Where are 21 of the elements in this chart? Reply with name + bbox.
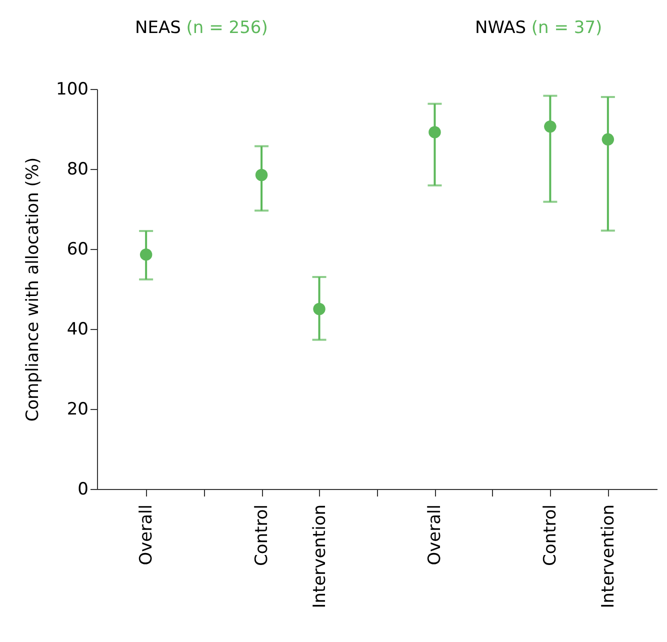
y-tick-label: 100 <box>56 80 88 100</box>
point <box>544 120 556 133</box>
point <box>313 302 326 316</box>
y-tick-label: 40 <box>66 320 88 340</box>
x-tick-label: Overall <box>136 504 157 566</box>
x-tick-label: Control <box>252 504 272 566</box>
y-tick-label: 0 <box>78 480 88 500</box>
y-tick-label: 20 <box>66 400 88 420</box>
y-tick-label: 60 <box>66 240 88 260</box>
point <box>428 126 441 138</box>
x-tick-label: Intervention <box>310 504 330 608</box>
point <box>602 133 614 146</box>
x-tick-label: Overall <box>425 504 446 566</box>
x-tick-label: Control <box>540 504 561 566</box>
x-tick-label: Intervention <box>598 504 618 608</box>
text: NWAS (n = 37) <box>475 18 602 38</box>
point <box>255 168 268 182</box>
point <box>140 248 152 261</box>
y-axis-title: Compliance with allocation (%) <box>23 157 44 422</box>
y-tick-label: 80 <box>66 160 88 180</box>
text: NEAS (n = 256) <box>135 18 268 38</box>
